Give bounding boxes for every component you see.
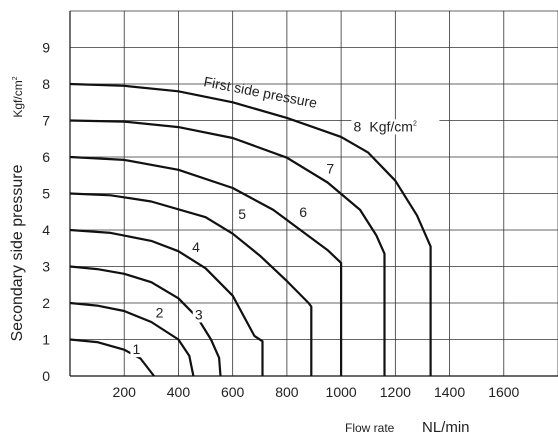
y-axis-unit: Kgf/cm2 (11, 76, 25, 117)
curve-label-1: 1 (133, 341, 141, 357)
tick-labels: 200 400 600 800 1000 1200 1400 1600 0 1 2 3 4 5 6 7 8 9 (42, 40, 519, 401)
series-line-6 (69, 155, 343, 376)
curve-label-bg (130, 342, 143, 358)
curve-label-8: 8 (353, 118, 361, 134)
y-tick-label: 8 (42, 76, 50, 92)
y-tick-label: 1 (42, 332, 50, 348)
curve-label-4: 4 (192, 239, 200, 255)
x-tick-label: 400 (167, 384, 191, 400)
curves (69, 82, 432, 377)
y-axis-label: Secondary side pressure (9, 164, 26, 341)
series-line-7 (69, 119, 386, 376)
curve-label-bg (236, 207, 249, 223)
y-tick-label: 9 (42, 40, 50, 56)
y-tick-label: 6 (42, 149, 50, 165)
y-tick-label: 2 (42, 295, 50, 311)
curve-label-3: 3 (195, 306, 203, 322)
y-axis-unit-sup: 2 (12, 76, 19, 80)
y-axis-unit-base: Kgf/cm (11, 80, 25, 117)
x-tick-label: 800 (275, 384, 299, 400)
y-tick-label: 4 (42, 222, 50, 238)
curve-label-bg (192, 307, 205, 323)
x-tick-label: 1600 (488, 384, 519, 400)
x-axis-unit: NL/min (422, 419, 470, 436)
x-tick-label: 1000 (326, 384, 357, 400)
series-line-5 (69, 192, 313, 376)
series-line-3 (69, 265, 222, 377)
curve-label-bg (324, 161, 337, 177)
series-line-4 (69, 228, 264, 376)
x-tick-label: 200 (113, 384, 137, 400)
y-tick-label: 7 (42, 113, 50, 129)
curve-label-2: 2 (156, 305, 164, 321)
first-side-pressure-annotation: First side pressure (202, 73, 318, 111)
x-axis-label: Flow rate (345, 421, 395, 435)
series-line-2 (69, 301, 195, 377)
series-line-1 (69, 338, 155, 377)
curve-label-bg (190, 239, 203, 255)
series-unit: Kgf/cm2 (369, 118, 417, 134)
curve-label-5: 5 (238, 206, 246, 222)
curve-label-6: 6 (299, 204, 307, 220)
curve-label-bg (153, 305, 166, 321)
curve-label-bg (351, 119, 440, 135)
series-line-8 (69, 82, 432, 376)
x-tick-label: 1400 (434, 384, 465, 400)
y-tick-label: 3 (42, 259, 50, 275)
grid (69, 10, 558, 377)
curve-label-7: 7 (326, 160, 334, 176)
y-tick-label: 0 (42, 368, 50, 384)
x-tick-label: 1200 (380, 384, 411, 400)
x-tick-label: 600 (221, 384, 245, 400)
curve-labels: 1 2 3 4 5 6 7 8 Kgf/cm2 (130, 118, 440, 358)
curve-label-bg (297, 205, 310, 221)
y-tick-label: 5 (42, 186, 50, 202)
